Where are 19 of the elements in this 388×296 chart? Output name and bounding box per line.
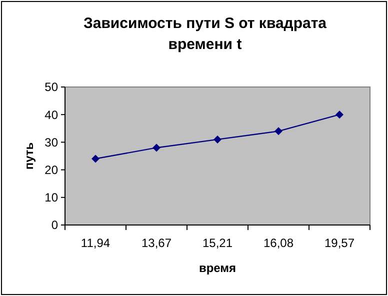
y-tick-label: 50 bbox=[44, 80, 58, 94]
y-tick-label: 20 bbox=[44, 163, 58, 177]
y-tick-label: 40 bbox=[44, 108, 58, 122]
y-tick-label: 0 bbox=[51, 218, 58, 232]
chart-title: Зависимость пути S от квадрата времени t bbox=[83, 15, 328, 53]
point bbox=[336, 110, 344, 119]
x-tick-label: 19,57 bbox=[324, 236, 355, 250]
point bbox=[214, 135, 222, 144]
x-tick-label: 15,21 bbox=[202, 236, 233, 250]
y-tick-label: 10 bbox=[44, 190, 58, 205]
point bbox=[274, 127, 282, 136]
y-tick-label: 30 bbox=[44, 135, 58, 150]
point bbox=[92, 154, 100, 163]
x-axis-title: время bbox=[198, 261, 236, 275]
point bbox=[152, 144, 160, 152]
x-tick-label: 11,94 bbox=[80, 236, 110, 250]
y-axis-title: путь bbox=[22, 142, 36, 170]
x-tick-label: 16,08 bbox=[263, 236, 294, 250]
x-tick-label: 13,67 bbox=[141, 236, 172, 250]
